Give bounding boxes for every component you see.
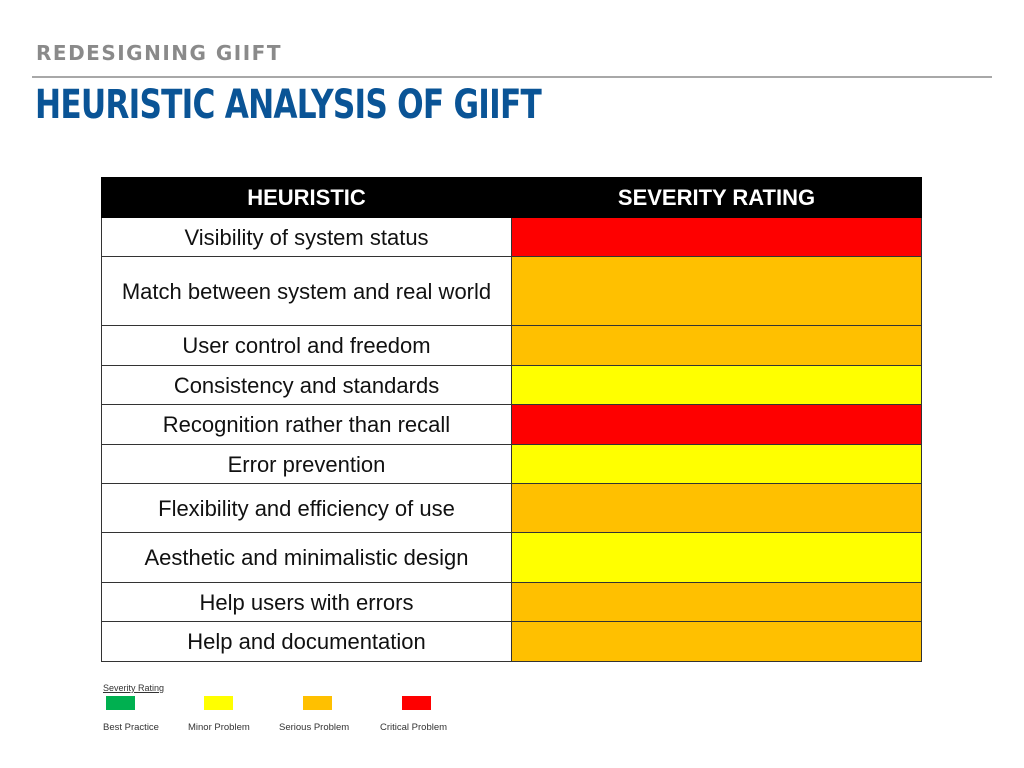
slide-title: HEURISTIC ANALYSIS OF GIIFT: [35, 82, 542, 128]
legend-title: Severity Rating: [103, 683, 165, 693]
legend-swatch: [106, 696, 135, 710]
heuristic-name: Flexibility and efficiency of use: [101, 483, 512, 533]
table-header-row: HEURISTIC SEVERITY RATING: [101, 177, 922, 218]
legend-swatch: [402, 696, 431, 710]
header-divider: [32, 76, 992, 78]
severity-rating-cell: [511, 532, 922, 583]
table-row: User control and freedom: [101, 325, 922, 366]
heuristic-name: Match between system and real world: [101, 256, 512, 326]
heuristic-name: Error prevention: [101, 444, 512, 484]
table-row: Aesthetic and minimalistic design: [101, 532, 922, 583]
severity-rating-cell: [511, 365, 922, 405]
column-header-heuristic: HEURISTIC: [101, 177, 512, 218]
severity-rating-cell: [511, 217, 922, 257]
severity-rating-cell: [511, 444, 922, 484]
heuristic-table: HEURISTIC SEVERITY RATING Visibility of …: [101, 177, 922, 662]
severity-rating-cell: [511, 483, 922, 533]
table-row: Flexibility and efficiency of use: [101, 483, 922, 533]
severity-rating-cell: [511, 582, 922, 622]
table-row: Error prevention: [101, 444, 922, 484]
heuristic-name: Recognition rather than recall: [101, 404, 512, 445]
table-row: Help and documentation: [101, 621, 922, 662]
heuristic-name: Aesthetic and minimalistic design: [101, 532, 512, 583]
legend-label: Best Practice: [103, 722, 159, 733]
legend-label: Critical Problem: [380, 722, 448, 733]
slide-kicker: REDESIGNING GIIFT: [36, 41, 282, 65]
legend-label: Serious Problem: [279, 722, 350, 733]
severity-rating-cell: [511, 325, 922, 366]
table-row: Help users with errors: [101, 582, 922, 622]
heuristic-name: User control and freedom: [101, 325, 512, 366]
table-row: Recognition rather than recall: [101, 404, 922, 445]
legend-swatch: [204, 696, 233, 710]
legend-label: Minor Problem: [188, 722, 250, 733]
severity-rating-cell: [511, 404, 922, 445]
column-header-severity: SEVERITY RATING: [511, 177, 922, 218]
heuristic-name: Consistency and standards: [101, 365, 512, 405]
heuristic-name: Visibility of system status: [101, 217, 512, 257]
heuristic-name: Help and documentation: [101, 621, 512, 662]
table-row: Consistency and standards: [101, 365, 922, 405]
heuristic-name: Help users with errors: [101, 582, 512, 622]
severity-rating-cell: [511, 256, 922, 326]
severity-rating-cell: [511, 621, 922, 662]
table-row: Visibility of system status: [101, 217, 922, 257]
legend-swatch: [303, 696, 332, 710]
table-row: Match between system and real world: [101, 256, 922, 326]
